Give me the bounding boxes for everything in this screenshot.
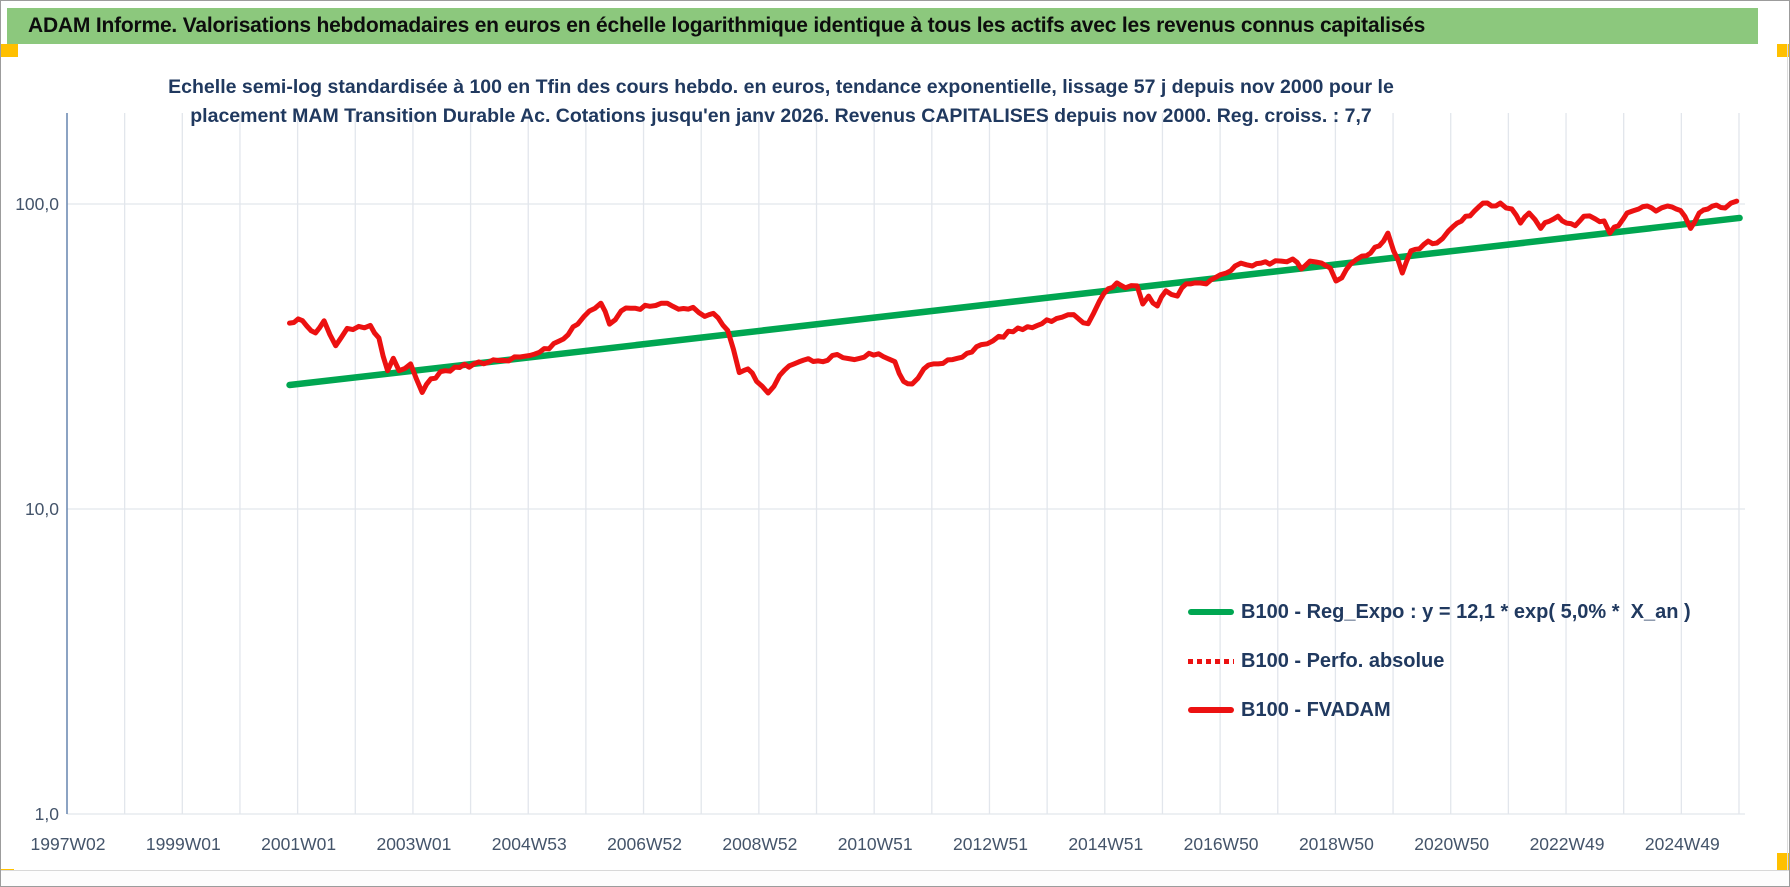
legend-item-reg-expo: B100 - Reg_Expo : y = 12,1 * exp( 5,0% *…: [1188, 601, 1691, 623]
legend-item-perfo-absolue: B100 - Perfo. absolue: [1188, 650, 1691, 672]
x-tick-label: 2016W50: [1184, 834, 1259, 854]
chart-title-line2: placement MAM Transition Durable Ac. Cot…: [190, 105, 1372, 127]
accent-square-top-left-icon: [1, 44, 18, 57]
header-title: ADAM Informe. Valorisations hebdomadaire…: [28, 14, 1426, 37]
legend-label: B100 - Perfo. absolue: [1241, 649, 1445, 672]
red-solid-line-icon: [1188, 707, 1234, 713]
chart-title: Echelle semi-log standardisée à 100 en T…: [66, 73, 1496, 131]
header-bar: ADAM Informe. Valorisations hebdomadaire…: [7, 8, 1758, 44]
chart-title-line1: Echelle semi-log standardisée à 100 en T…: [168, 76, 1394, 98]
y-tick-label: 10,0: [25, 499, 59, 519]
x-tick-label: 1999W01: [146, 834, 221, 854]
x-tick-label: 2010W51: [838, 834, 913, 854]
legend-item-fvadam: B100 - FVADAM: [1188, 699, 1691, 721]
legend-label: B100 - Reg_Expo : y = 12,1 * exp( 5,0% *…: [1241, 600, 1691, 623]
legend-label: B100 - FVADAM: [1241, 698, 1391, 721]
x-tick-label: 2020W50: [1414, 834, 1489, 854]
accent-square-top-right-icon: [1777, 44, 1789, 57]
x-tick-label: 2004W53: [492, 834, 567, 854]
legend: B100 - Reg_Expo : y = 12,1 * exp( 5,0% *…: [1188, 601, 1691, 721]
x-tick-label: 2003W01: [376, 834, 451, 854]
x-tick-label: 2024W49: [1645, 834, 1720, 854]
bottom-divider: [1, 870, 1789, 871]
x-tick-label: 1997W02: [31, 834, 106, 854]
x-tick-label: 2012W51: [953, 834, 1028, 854]
x-tick-label: 2014W51: [1068, 834, 1143, 854]
bottom-strip: [1, 871, 1789, 886]
x-tick-label: 2018W50: [1299, 834, 1374, 854]
series-line-fvadam: [287, 198, 1740, 396]
x-tick-label: 2008W52: [722, 834, 797, 854]
x-tick-label: 2022W49: [1530, 834, 1605, 854]
right-edge-line: [1787, 44, 1788, 871]
red-dotted-line-icon: [1188, 658, 1234, 664]
green-solid-line-icon: [1188, 609, 1234, 615]
y-tick-label: 100,0: [15, 194, 59, 214]
y-tick-label: 1,0: [35, 804, 60, 824]
x-tick-label: 2001W01: [261, 834, 336, 854]
x-tick-label: 2006W52: [607, 834, 682, 854]
